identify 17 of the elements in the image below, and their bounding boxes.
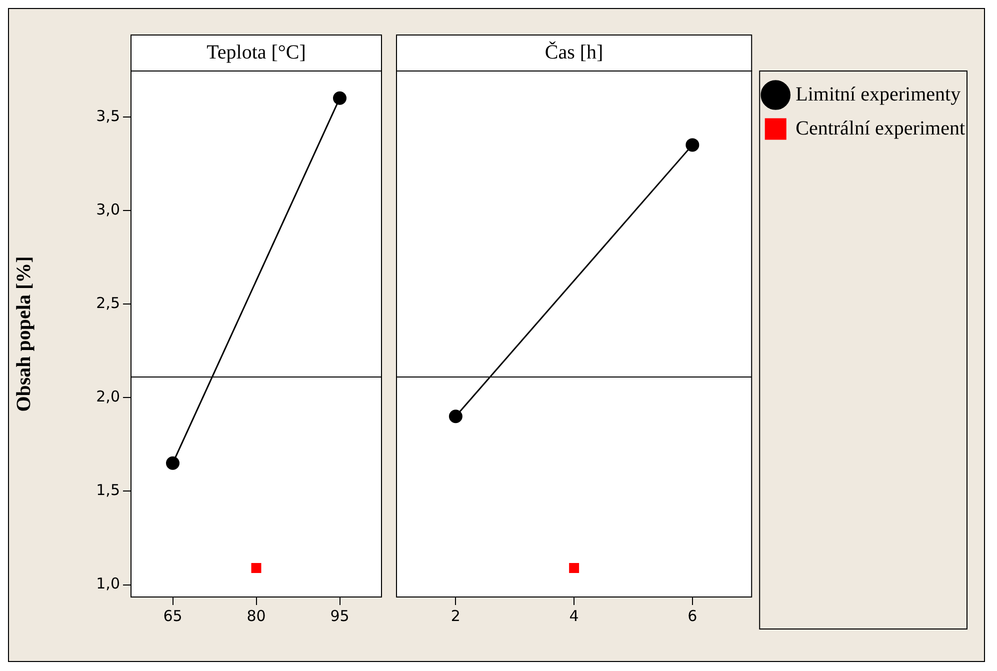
x-tick-label: 4 bbox=[569, 606, 579, 625]
x-tick-label: 80 bbox=[246, 606, 266, 625]
x-tick-label: 95 bbox=[330, 606, 350, 625]
chart-title: Teplota [°C] bbox=[206, 41, 306, 64]
y-axis-title: Obsah popela [%] bbox=[13, 256, 36, 412]
y-tick-label: 1,0 bbox=[96, 574, 120, 593]
chart-title: Čas [h] bbox=[544, 40, 604, 64]
y-tick-label: 2,5 bbox=[96, 294, 120, 312]
y-tick-label: 3,0 bbox=[96, 200, 120, 218]
y-tick-label: 2,0 bbox=[96, 388, 120, 406]
legend-label: Centrální experiment bbox=[796, 117, 966, 140]
x-tick-label: 6 bbox=[688, 606, 698, 625]
x-tick-label: 65 bbox=[163, 606, 182, 625]
y-tick-label: 3,5 bbox=[96, 106, 120, 125]
legend-label: Limitní experimenty bbox=[796, 83, 961, 106]
x-tick-label: 2 bbox=[450, 606, 460, 625]
y-tick-label: 1,5 bbox=[96, 481, 120, 500]
